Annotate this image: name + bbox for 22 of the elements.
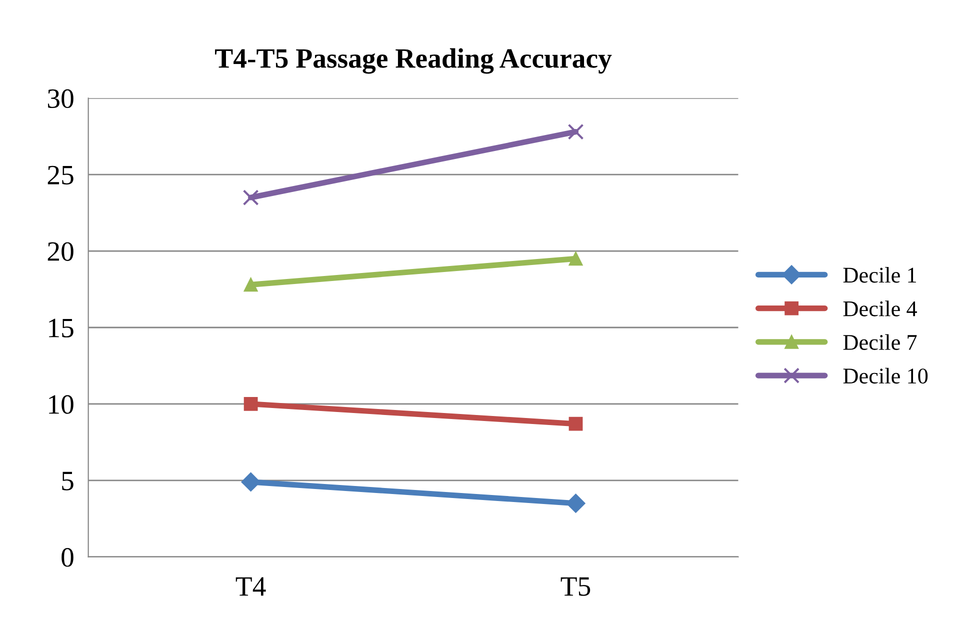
y-tick-label: 30 — [48, 89, 74, 108]
point — [566, 494, 586, 513]
y-tick-label: 10 — [49, 395, 74, 414]
point — [244, 278, 258, 292]
x-tick-label: T4 — [236, 577, 266, 596]
y-tick-label: 0 — [62, 548, 74, 567]
chart-title: T4-T5 Passage Reading Accuracy — [215, 48, 612, 74]
legend-label: Decile 1 — [843, 267, 916, 283]
y-tick-label: 5 — [62, 472, 74, 490]
y-tick-label: 20 — [48, 242, 74, 261]
legend-label: Decile 7 — [843, 334, 917, 350]
point — [242, 190, 259, 206]
x-tick-label: T5 — [560, 577, 590, 596]
y-tick-label: 25 — [48, 166, 74, 184]
point — [241, 472, 260, 492]
legend-label: Decile 10 — [843, 368, 928, 384]
legend-label: Decile 4 — [843, 300, 917, 316]
point — [244, 397, 258, 411]
point — [568, 252, 583, 266]
point — [568, 124, 584, 140]
y-tick-label: 15 — [49, 318, 74, 338]
point — [568, 416, 583, 431]
